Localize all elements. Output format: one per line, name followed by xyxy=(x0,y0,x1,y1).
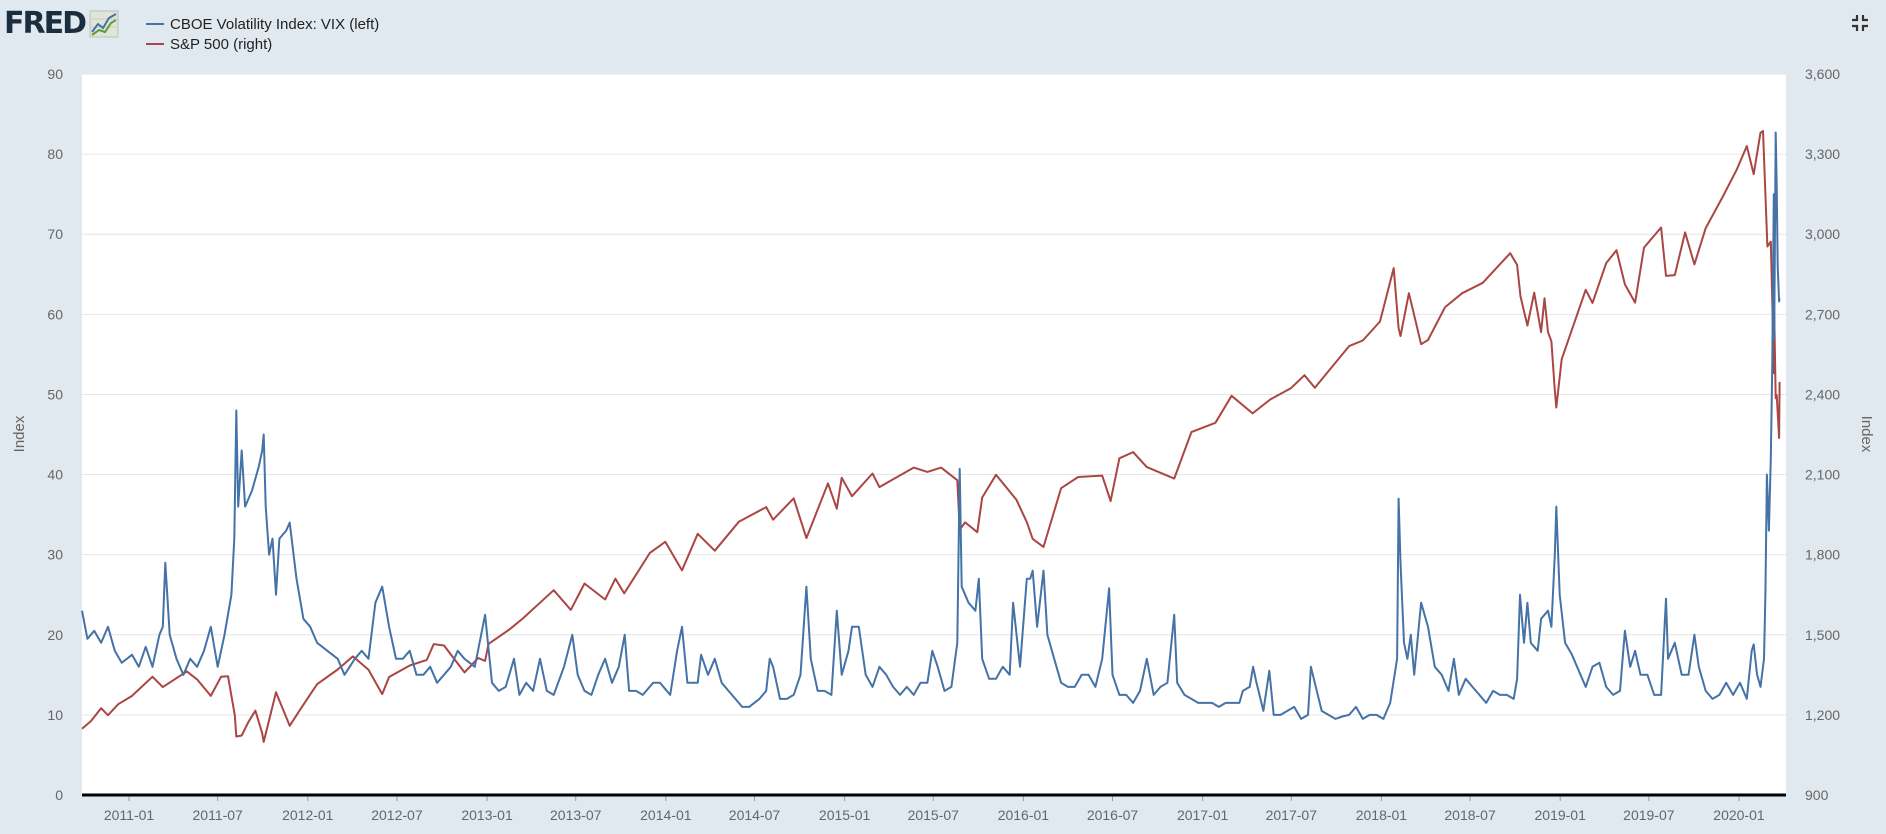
series-line xyxy=(81,130,1781,743)
left-axis-title: Index xyxy=(11,415,28,452)
x-tick-label: 2018-07 xyxy=(1444,807,1496,823)
x-tick-label: 2016-07 xyxy=(1087,807,1139,823)
x-tick-label: 2015-07 xyxy=(908,807,960,823)
legend-swatch-vix xyxy=(146,23,164,25)
left-tick-label: 20 xyxy=(47,627,63,643)
left-tick-label: 80 xyxy=(47,146,63,162)
legend-label-vix: CBOE Volatility Index: VIX (left) xyxy=(170,15,380,33)
x-tick-label: 2017-07 xyxy=(1266,807,1318,823)
right-tick-label: 2,400 xyxy=(1805,386,1840,402)
x-tick-label: 2019-01 xyxy=(1535,807,1587,823)
left-tick-label: 60 xyxy=(47,306,63,322)
x-tick-label: 2012-01 xyxy=(282,807,334,823)
x-tick-label: 2015-01 xyxy=(819,807,871,823)
plot-background xyxy=(82,74,1786,795)
left-tick-label: 50 xyxy=(47,386,63,402)
line-graph-icon xyxy=(89,10,119,38)
legend-label-sp500: S&P 500 (right) xyxy=(170,35,273,53)
x-tick-label: 2020-01 xyxy=(1713,807,1765,823)
x-tick-label: 2014-01 xyxy=(640,807,692,823)
right-tick-label: 3,600 xyxy=(1805,66,1840,82)
series-lines xyxy=(81,130,1781,743)
gridlines xyxy=(82,73,1786,716)
left-axis-ticks: 0 10 20 30 40 50 60 70 80 90 xyxy=(47,66,63,803)
x-tick-label: 2017-01 xyxy=(1177,807,1229,823)
right-tick-label: 1,200 xyxy=(1805,707,1840,723)
x-tick-label: 2014-07 xyxy=(729,807,781,823)
chart-header: FRED CBOE Volatility Index: VIX (left) S… xyxy=(0,0,1886,60)
right-tick-label: 1,500 xyxy=(1805,627,1840,643)
logo-text: FRED xyxy=(4,6,87,41)
x-tick-label: 2012-07 xyxy=(371,807,423,823)
right-tick-label: 3,300 xyxy=(1805,146,1840,162)
x-tick-label: 2011-07 xyxy=(193,807,244,823)
left-tick-label: 40 xyxy=(47,467,63,483)
collapse-icon[interactable] xyxy=(1851,14,1869,32)
right-axis-ticks: 900 1,200 1,500 1,800 2,100 2,400 2,700 3,000 3,… xyxy=(1805,66,1840,803)
left-tick-label: 30 xyxy=(47,547,63,563)
x-tick-label: 2019-07 xyxy=(1623,807,1675,823)
x-axis-ticks: 2011-01 2011-07 2012-01 2012-07 2013-01 2013-… xyxy=(104,795,1765,823)
legend-item-vix[interactable]: CBOE Volatility Index: VIX (left) xyxy=(146,14,379,34)
left-tick-label: 90 xyxy=(47,66,63,82)
x-tick-label: 2016-01 xyxy=(998,807,1050,823)
right-tick-label: 2,700 xyxy=(1805,306,1840,322)
x-tick-label: 2013-01 xyxy=(461,807,513,823)
right-axis-title: Index xyxy=(1858,416,1875,453)
right-tick-label: 1,800 xyxy=(1805,547,1840,563)
series-vix xyxy=(81,131,1781,720)
fred-logo[interactable]: FRED xyxy=(4,8,119,40)
right-tick-label: 900 xyxy=(1805,787,1829,803)
x-tick-label: 2011-01 xyxy=(104,807,155,823)
left-tick-label: 10 xyxy=(47,707,63,723)
x-tick-label: 2018-01 xyxy=(1356,807,1408,823)
chart-legend: CBOE Volatility Index: VIX (left) S&P 50… xyxy=(146,14,379,54)
series-sp500 xyxy=(81,130,1781,743)
left-tick-label: 0 xyxy=(55,787,63,803)
left-tick-label: 70 xyxy=(47,226,63,242)
legend-swatch-sp500 xyxy=(146,43,164,45)
right-tick-label: 3,000 xyxy=(1805,226,1840,242)
right-tick-label: 2,100 xyxy=(1805,467,1840,483)
legend-item-sp500[interactable]: S&P 500 (right) xyxy=(146,34,379,54)
series-line xyxy=(81,131,1781,720)
x-tick-label: 2013-07 xyxy=(550,807,602,823)
